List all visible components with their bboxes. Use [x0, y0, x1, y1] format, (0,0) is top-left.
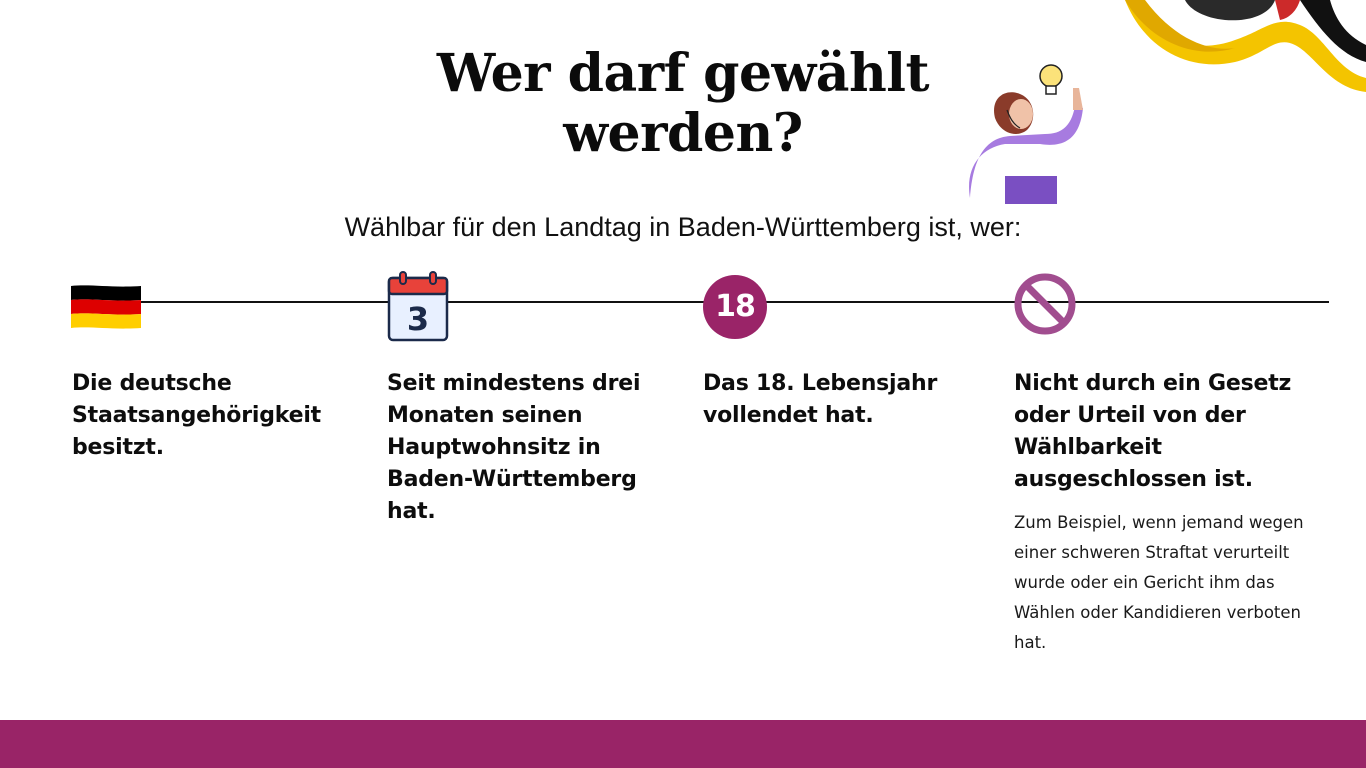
forbidden-icon [1014, 273, 1076, 335]
subtitle: Wählbar für den Landtag in Baden-Württem… [344, 212, 1022, 242]
requirement-age: Das 18. Lebensjahr vollendet hat. [703, 371, 938, 428]
state-ribbon-decoration [1125, 0, 1366, 92]
calendar-number: 3 [407, 300, 429, 338]
age-badge-icon: 18 [703, 275, 767, 339]
requirement-not-excluded: Nicht durch ein Gesetz oder Urteil von d… [1014, 371, 1292, 492]
calendar-icon: 3 [387, 271, 449, 342]
requirement-residence: Seit mindestens drei Monaten seinen Haup… [387, 371, 641, 524]
page-title: Wer darf gewählt werden? [436, 43, 930, 164]
requirement-example: Zum Beispiel, wenn jemand wegen einer sc… [1014, 513, 1304, 652]
german-flag-icon [71, 285, 141, 329]
footer-bar [0, 720, 1366, 768]
lightbulb-icon [1039, 64, 1063, 95]
requirement-citizenship: Die deutsche Staatsangehörigkeit besitzt… [72, 371, 321, 460]
woman-thinking-illustration [969, 64, 1083, 204]
